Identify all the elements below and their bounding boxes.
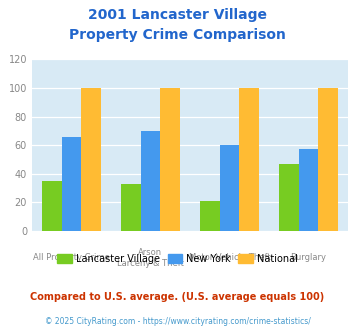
Text: Property Crime Comparison: Property Crime Comparison (69, 28, 286, 42)
Bar (160, 88, 180, 231)
Text: Compared to U.S. average. (U.S. average equals 100): Compared to U.S. average. (U.S. average … (31, 292, 324, 302)
Bar (81, 88, 101, 231)
Text: All Property Crime: All Property Crime (33, 253, 110, 262)
Bar (239, 88, 259, 231)
Legend: Lancaster Village, New York, National: Lancaster Village, New York, National (53, 249, 302, 267)
Bar (121, 184, 141, 231)
Bar (299, 149, 318, 231)
Bar (200, 201, 219, 231)
Text: © 2025 CityRating.com - https://www.cityrating.com/crime-statistics/: © 2025 CityRating.com - https://www.city… (45, 317, 310, 326)
Bar (141, 131, 160, 231)
Bar (318, 88, 338, 231)
Text: Arson: Arson (138, 248, 163, 257)
Text: Motor Vehicle Theft: Motor Vehicle Theft (189, 253, 270, 262)
Text: Burglary: Burglary (290, 253, 326, 262)
Bar (279, 164, 299, 231)
Bar (219, 145, 239, 231)
Text: 2001 Lancaster Village: 2001 Lancaster Village (88, 8, 267, 22)
Bar (61, 137, 81, 231)
Text: Larceny & Theft: Larceny & Theft (117, 259, 184, 268)
Bar (42, 181, 61, 231)
